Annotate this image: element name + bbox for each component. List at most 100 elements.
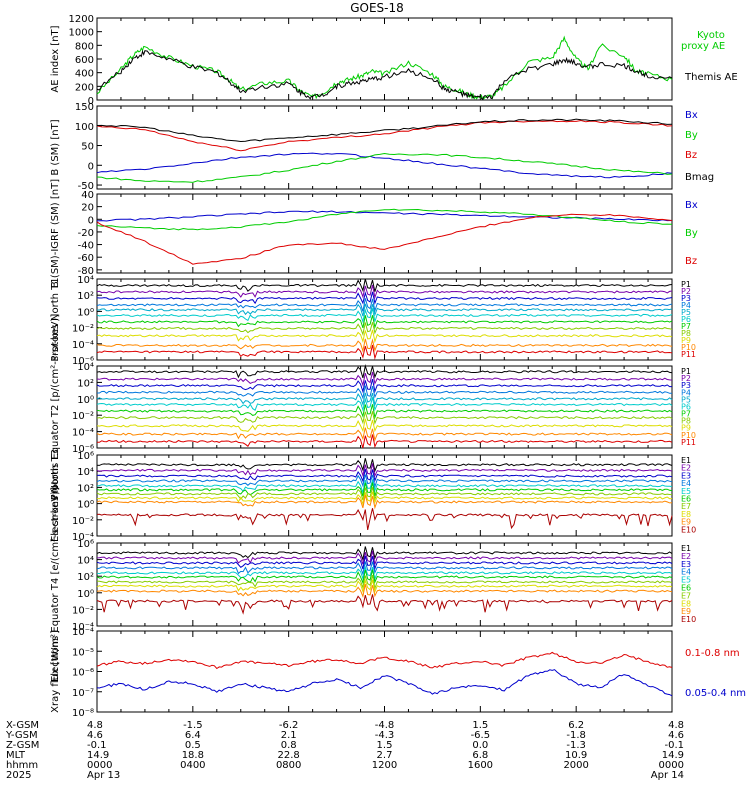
legend-label: Kyoto proxy AE	[681, 30, 725, 52]
legend-label: P2	[681, 374, 691, 383]
y-axis-label: B (SM) [nT]	[50, 119, 61, 175]
y-tick-label: 10⁻²	[72, 516, 94, 527]
legend-label: P8	[681, 329, 691, 338]
ephemeris-value: -0.1	[87, 740, 107, 751]
ephemeris-value: 2.1	[281, 730, 297, 741]
panel-1: 0 200 400 600 800 1000 1200 AE index [nT] Kyoto p…	[50, 14, 738, 107]
ephemeris-value: -6.5	[471, 730, 491, 741]
ephemeris-row-label: X-GSM	[6, 720, 39, 731]
series-line-p8	[96, 322, 673, 336]
legend-label: Bx	[685, 200, 698, 211]
legend-label: P2	[681, 287, 691, 296]
panel-frame	[96, 193, 673, 274]
panel-3: -80 -60-40 -20 020 40 B (SM)-IGRF (SM) [nT] Bx…	[50, 179, 698, 288]
ephemeris-value: 14.9	[87, 750, 109, 761]
series-line-bx	[96, 152, 673, 179]
y-tick-label: 10⁻⁵	[72, 647, 94, 658]
ephemeris-value: 0000	[87, 760, 112, 771]
y-tick-label: 10⁻⁴	[72, 532, 94, 543]
legend-label: E1	[681, 456, 691, 465]
series-line-e10	[96, 508, 673, 531]
ephemeris-value: -1.8	[566, 730, 586, 741]
ephemeris-value: 4.8	[87, 720, 103, 731]
legend-label: P1	[681, 367, 691, 376]
legend-label: P11	[681, 438, 696, 447]
y-tick-label: 1200	[69, 14, 94, 25]
y-tick-label: 10⁻⁶	[72, 668, 94, 679]
y-tick-label: 10⁴	[77, 275, 94, 286]
ephemeris-value: Apr 14	[651, 770, 684, 781]
ephemeris-value: 0800	[276, 760, 301, 771]
legend-label: E8	[681, 599, 691, 608]
y-tick-label: 10⁻⁶	[72, 356, 94, 367]
series-line-p11	[97, 434, 673, 449]
y-axis-label: AE index [nT]	[50, 25, 61, 92]
y-tick-label: 10⁰	[77, 395, 94, 406]
legend-label: P3	[681, 381, 691, 390]
legend-label: P3	[681, 294, 691, 303]
y-tick-label: 10⁻²	[72, 411, 94, 422]
panel-6: 10⁶ 10⁴ 10² 10⁰ 10⁻² 10⁻⁴ Electrons North T3 E1…	[50, 449, 696, 543]
y-tick-label: 40	[81, 190, 94, 201]
y-axis-label: B (SM)-IGRF (SM) [nT]	[50, 179, 61, 288]
legend-label: Bmag	[685, 172, 714, 183]
series-line-bz	[96, 119, 673, 152]
y-tick-label: 150	[75, 102, 94, 113]
ephemeris-value: Apr 13	[87, 770, 120, 781]
y-tick-label: 100	[75, 122, 94, 133]
legend-label: P6	[681, 315, 691, 324]
ephemeris-value: 0000	[659, 760, 684, 771]
legend-label: P7	[681, 410, 691, 419]
legend-label: E2	[681, 464, 691, 473]
ephemeris-value: 0.8	[281, 740, 297, 751]
legend-label: E10	[681, 525, 696, 534]
legend-label: 0.1-0.8 nm	[685, 648, 740, 659]
ephemeris-value: -4.8	[375, 720, 395, 731]
ephemeris-value: 22.8	[278, 750, 300, 761]
y-tick-label: 10⁰	[77, 589, 94, 600]
ephemeris-value: 0.5	[185, 740, 201, 751]
series-line-p8	[96, 411, 673, 425]
series-line-e3	[96, 468, 673, 483]
ephemeris-value: -1.3	[566, 740, 586, 751]
y-axis-label: Electrons Equator T4 [e/(cm²-s-sr-keV)]	[50, 487, 61, 682]
legend-label: E9	[681, 607, 691, 616]
panel-2: -50 0 50 100 150 B (SM) [nT] Bx By Bz Bmag	[50, 102, 714, 192]
ephemeris-value: -6.2	[279, 720, 299, 731]
y-tick-label: 10⁻⁴	[72, 622, 94, 633]
y-tick-label: 200	[75, 82, 94, 93]
y-tick-label: -50	[78, 181, 94, 192]
legend-label: E10	[681, 615, 696, 624]
legend-label: P7	[681, 322, 691, 331]
series-line-e6	[96, 482, 673, 497]
y-tick-label: 10²	[77, 483, 94, 494]
legend-label: P10	[681, 431, 696, 440]
legend-label: P9	[681, 336, 691, 345]
y-tick-label: 10⁶	[77, 451, 94, 462]
ephemeris-value: 1600	[468, 760, 493, 771]
series-line-bz	[96, 213, 673, 265]
y-tick-label: 10⁻⁴	[72, 340, 94, 351]
series-line-e5	[96, 478, 673, 495]
legend-label: Bz	[685, 150, 697, 161]
legend-label: P4	[681, 301, 691, 310]
ephemeris-value: -1.5	[183, 720, 203, 731]
legend-label: E9	[681, 518, 691, 527]
y-tick-label: 10⁰	[77, 500, 94, 511]
legend-label: E1	[681, 544, 691, 553]
ephemeris-row-label: MLT	[6, 750, 26, 761]
legend-label: P10	[681, 343, 696, 352]
legend-label: E7	[681, 591, 691, 600]
panel-frame	[96, 17, 673, 101]
series-line-p9	[96, 329, 673, 344]
y-axis-label: Xray flux [W/m²]	[50, 630, 61, 713]
series-line-e7	[96, 574, 673, 591]
y-tick-label: 10⁻²	[72, 605, 94, 616]
ephemeris-value: 6.2	[568, 720, 584, 731]
panel-7: 10⁶ 10⁴ 10² 10⁰ 10⁻² 10⁻⁴ Electrons Equator T4…	[50, 487, 696, 682]
y-tick-label: 10⁻²	[72, 324, 94, 335]
series-line-p3	[96, 378, 672, 394]
ephemeris-value: 0400	[180, 760, 205, 771]
